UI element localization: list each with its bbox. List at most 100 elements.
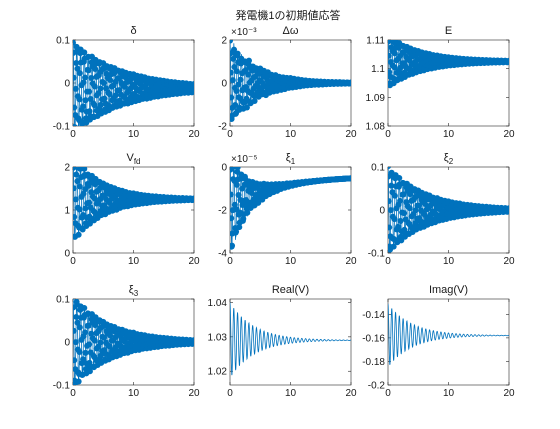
y-tick-label: 2 — [64, 163, 70, 174]
subplot-7: ξ30 10 20-0.100.1 — [53, 284, 200, 399]
x-tick-label: 20 — [188, 129, 200, 140]
data-point — [74, 178, 81, 185]
data-point — [388, 69, 393, 76]
subplot-title-subscript: 1 — [291, 157, 296, 166]
data-point — [80, 79, 87, 86]
x-tick-label: 20 — [345, 129, 357, 140]
data-point — [73, 327, 77, 334]
subplot-9: Imag(V) 0 10 20 -0.2 -0.18 -0.16 -0.14 — [362, 284, 515, 399]
data-point — [245, 57, 252, 64]
x-tick-label: 10 — [443, 388, 455, 399]
data-point — [191, 337, 194, 344]
y-tick-label: -2 — [218, 206, 227, 217]
data-point — [233, 228, 240, 235]
data-point — [396, 175, 403, 182]
x-tick-label: 0 — [227, 388, 233, 399]
data-point — [231, 201, 238, 208]
y-tick-label: 0.1 — [371, 163, 385, 174]
data-point — [88, 75, 95, 82]
x-tick-label: 20 — [503, 388, 515, 399]
data-point — [74, 65, 81, 72]
data-point — [235, 192, 242, 199]
subplot-4: Vfd 0 10 20 0 1 2 — [64, 152, 200, 267]
data-point — [76, 349, 83, 356]
data-point — [80, 103, 87, 110]
y-tick-label: -4 — [218, 249, 227, 260]
data-point — [232, 102, 239, 109]
data-point — [122, 83, 129, 90]
data-point — [230, 69, 234, 76]
data-point — [235, 81, 242, 88]
data-point — [101, 334, 108, 341]
subplot-title: Δω — [283, 25, 299, 37]
data-point — [73, 313, 80, 320]
data-point — [234, 50, 241, 57]
data-point — [86, 88, 93, 95]
y-tick-label: -0.14 — [362, 310, 385, 321]
x-tick-label: 10 — [128, 256, 140, 267]
y-tick-label: -0.16 — [362, 333, 385, 344]
data-point — [391, 64, 398, 71]
data-point — [73, 167, 77, 171]
data-point — [412, 207, 419, 214]
data-point — [91, 337, 98, 344]
data-point — [397, 217, 404, 224]
plot-area — [230, 302, 351, 376]
data-point — [74, 159, 80, 165]
data-point — [398, 237, 405, 244]
y-tick-label: -0.18 — [362, 357, 385, 368]
subplot-title-main: V — [126, 152, 134, 164]
y-tick-label: 0 — [64, 79, 70, 90]
subplot-title-main: ξ — [444, 152, 449, 164]
y-tick-label: 0 — [64, 249, 70, 260]
y-tick-label: 0.1 — [56, 36, 70, 47]
subplot-title: Imag(V) — [429, 284, 468, 296]
x-tick-label: 10 — [128, 129, 140, 140]
plot-area — [73, 40, 194, 126]
data-point — [73, 104, 78, 111]
subplot-title-main: δ — [130, 25, 136, 37]
x-tick-label: 0 — [70, 256, 76, 267]
data-point — [251, 98, 258, 105]
data-point — [191, 195, 194, 202]
subplot-title-main: ξ — [286, 152, 291, 164]
data-point — [230, 40, 233, 44]
subplot-title: E — [445, 25, 452, 37]
data-point — [240, 215, 247, 222]
data-point — [237, 76, 244, 83]
data-point — [82, 329, 89, 336]
data-point — [73, 185, 77, 192]
series-line — [230, 302, 351, 376]
data-point — [231, 46, 238, 53]
x-tick-label: 0 — [70, 388, 76, 399]
x-tick-label: 0 — [385, 129, 391, 140]
figure-suptitle: 発電機1の初期値応答 — [235, 8, 340, 22]
data-point — [75, 231, 82, 238]
data-point — [76, 183, 83, 190]
y-tick-label: -0.1 — [53, 122, 71, 133]
y-tick-label: 0.1 — [56, 295, 70, 306]
data-point — [407, 191, 414, 198]
data-point — [106, 343, 113, 350]
data-point — [92, 66, 99, 73]
y-tick-label: 1.11 — [366, 36, 385, 47]
data-point — [76, 70, 83, 77]
data-point — [82, 97, 89, 104]
plot-area — [388, 303, 509, 365]
data-point — [86, 199, 93, 206]
data-point — [86, 368, 93, 375]
data-point — [400, 191, 407, 198]
y-tick-label: 0 — [221, 163, 227, 174]
plot-area — [73, 299, 194, 385]
data-point — [230, 55, 237, 62]
axes-box — [387, 298, 510, 386]
data-point — [73, 339, 79, 346]
data-point — [230, 77, 236, 84]
x-tick-label: 10 — [285, 129, 297, 140]
data-point — [234, 167, 241, 171]
subplot-title-subscript: fd — [134, 157, 141, 166]
data-point — [395, 223, 402, 230]
data-point — [243, 104, 250, 111]
x-tick-label: 0 — [227, 129, 233, 140]
data-point — [97, 339, 104, 346]
